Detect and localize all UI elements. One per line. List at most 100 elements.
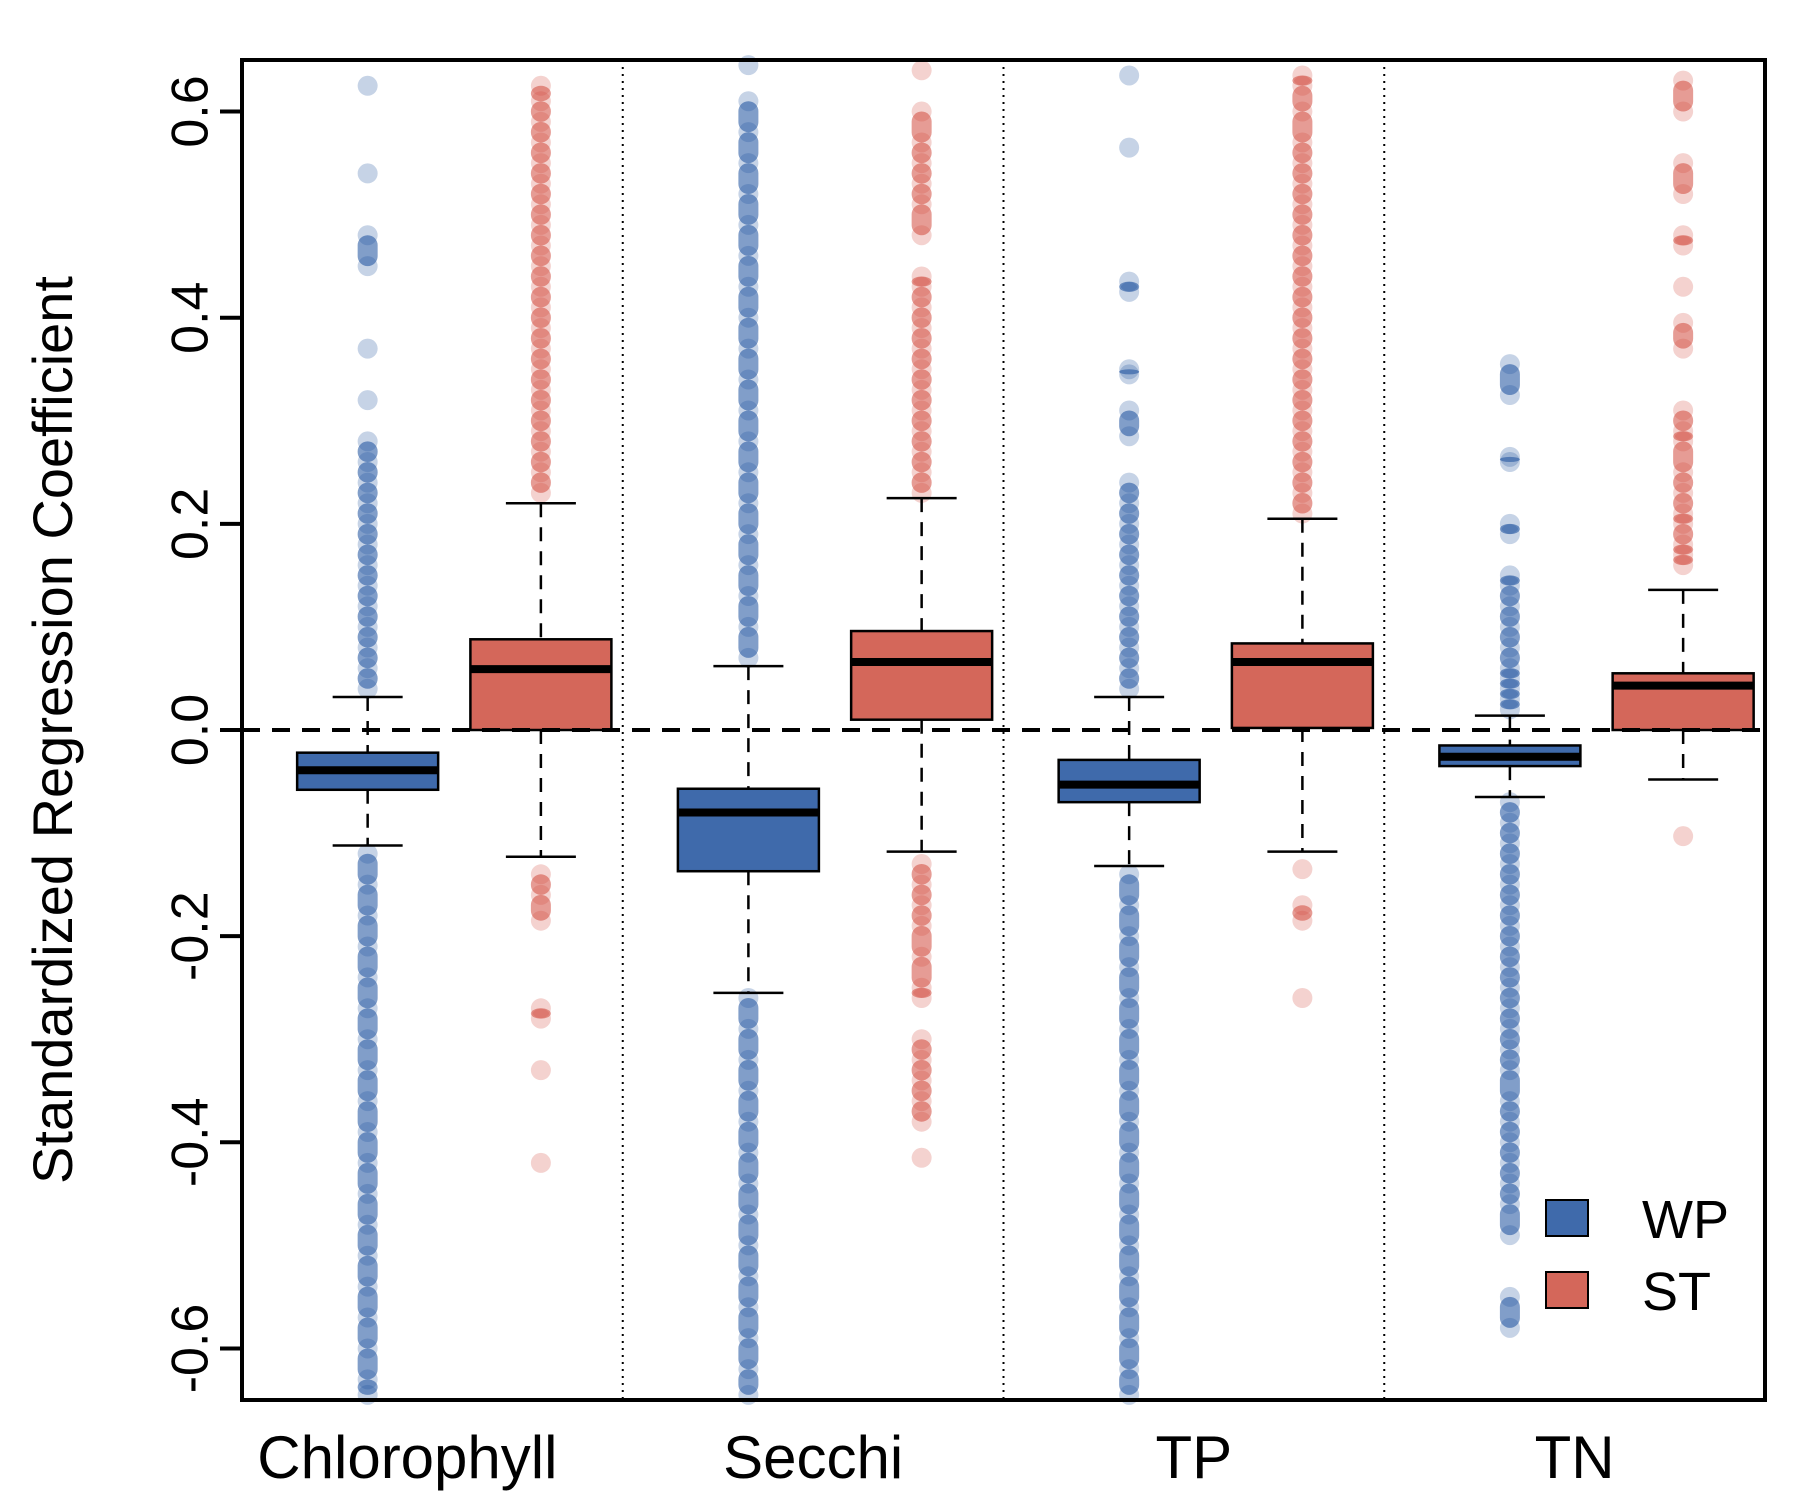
outlier-band	[1292, 492, 1313, 514]
outlier-point	[911, 1147, 932, 1168]
outlier-band	[1119, 1338, 1140, 1370]
outlier-band	[911, 1059, 932, 1081]
outlier-band	[530, 224, 551, 246]
outlier-band	[357, 946, 378, 978]
outlier-point	[357, 75, 378, 96]
outlier-band	[530, 101, 551, 122]
outlier-band	[1119, 1276, 1140, 1308]
outlier-band	[738, 1214, 759, 1246]
outlier-band	[530, 369, 551, 390]
outlier-band	[1119, 523, 1140, 545]
outlier-band	[1119, 1183, 1140, 1215]
outlier-band	[357, 1039, 378, 1071]
outlier-points-layer	[357, 55, 1694, 1405]
outlier-band	[357, 565, 378, 586]
outlier-band	[1292, 266, 1313, 287]
outlier-band	[1673, 492, 1694, 514]
outlier-band	[1119, 1214, 1140, 1246]
outlier-band	[911, 369, 932, 390]
outlier-band	[1673, 80, 1694, 112]
outlier-band	[911, 410, 932, 432]
outlier-band	[1119, 967, 1140, 998]
outlier-band	[1119, 1028, 1140, 1060]
outlier-band	[738, 1369, 759, 1395]
outlier-band	[1499, 364, 1520, 395]
outlier-point	[530, 1060, 551, 1081]
outlier-point	[1673, 826, 1694, 847]
outlier-band	[1119, 1090, 1140, 1122]
outlier-band	[911, 431, 932, 452]
outlier-band	[530, 183, 551, 205]
outlier-band	[357, 977, 378, 1009]
outlier-band	[1673, 431, 1694, 442]
outlier-band	[738, 224, 759, 256]
outlier-band	[1292, 85, 1313, 112]
outlier-band	[357, 647, 378, 669]
box-st-tn	[1611, 588, 1755, 781]
outlier-point	[357, 163, 378, 184]
outlier-band	[1292, 142, 1313, 164]
outlier-band	[1499, 1204, 1520, 1236]
box-st-chlorophyll	[469, 501, 613, 859]
y-tick-label: -0.2	[162, 891, 220, 981]
outlier-band	[911, 987, 932, 998]
outlier-band	[357, 1101, 378, 1132]
outlier-band	[1292, 905, 1313, 921]
outlier-band	[738, 286, 759, 318]
outlier-point	[1673, 276, 1694, 297]
outlier-band	[357, 523, 378, 545]
outlier-band	[357, 1317, 378, 1349]
y-tick-label: 0.4	[162, 282, 220, 354]
iqr-box	[849, 629, 994, 721]
outlier-band	[1499, 967, 1520, 988]
outlier-band	[911, 389, 932, 411]
outlier-band	[738, 503, 759, 535]
outlier-band	[738, 317, 759, 349]
outlier-band	[738, 534, 759, 566]
outlier-band	[530, 472, 551, 493]
outlier-band	[911, 307, 932, 328]
outlier-band	[530, 204, 551, 225]
iqr-box	[676, 787, 821, 873]
outlier-band	[738, 1307, 759, 1339]
outlier-band	[530, 328, 551, 349]
box-st-secchi	[849, 496, 994, 853]
outlier-band	[911, 884, 932, 906]
outlier-point	[1292, 988, 1313, 1008]
outlier-band	[738, 596, 759, 627]
outlier-band	[911, 472, 932, 493]
outlier-band	[1499, 523, 1520, 535]
legend-swatch-wp	[1545, 1199, 1589, 1237]
outlier-band	[1292, 183, 1313, 205]
outlier-band	[357, 915, 378, 947]
outlier-band	[530, 348, 551, 370]
outlier-band	[357, 853, 378, 885]
iqr-box	[469, 638, 613, 732]
outlier-band	[1499, 668, 1520, 679]
outlier-band	[530, 451, 551, 473]
outlier-band	[1292, 369, 1313, 390]
outlier-band	[738, 255, 759, 287]
outlier-band	[738, 194, 759, 225]
outlier-band	[1119, 503, 1140, 524]
outlier-band	[1673, 513, 1694, 524]
outlier-band	[530, 874, 551, 895]
outlier-point	[1119, 65, 1140, 86]
outlier-band	[1292, 431, 1313, 452]
outlier-band	[738, 163, 759, 194]
outlier-band	[1499, 456, 1520, 462]
outlier-band	[1499, 1070, 1520, 1102]
outlier-band	[738, 410, 759, 442]
outlier-band	[911, 328, 932, 349]
outlier-band	[357, 462, 378, 483]
outlier-band	[911, 183, 932, 205]
outlier-band	[1119, 998, 1140, 1029]
outlier-band	[357, 1193, 378, 1225]
outlier-band	[911, 163, 932, 184]
outlier-band	[1499, 1049, 1520, 1071]
outlier-band	[1119, 1369, 1140, 1395]
outlier-band	[357, 1224, 378, 1256]
outlier-band	[1499, 1121, 1520, 1143]
outlier-band	[1673, 441, 1694, 473]
